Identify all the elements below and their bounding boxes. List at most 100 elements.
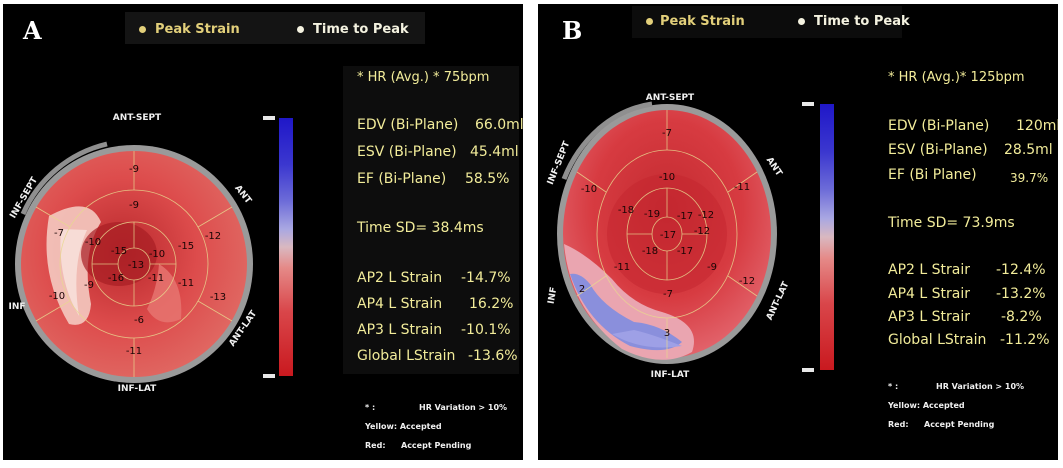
ap3-strain-value: -10.1% [461, 322, 511, 338]
global-strain-value: -11.2% [1000, 332, 1050, 348]
segment-value: -19 [644, 209, 660, 220]
segment-value: -11 [614, 262, 630, 273]
dark-region [81, 222, 157, 286]
ef-label: EF (Bi Plane) [888, 167, 977, 183]
esv-value: 28.5ml [1004, 142, 1053, 158]
global-strain-label: Global LStrain [888, 332, 987, 348]
ap2-strain-label: AP2 L Strain [357, 270, 443, 286]
ap2-strain-label: AP2 L Strair [888, 262, 970, 278]
global-strain-value: -13.6% [468, 348, 518, 364]
segment-value: -10 [659, 172, 675, 183]
legend-time-to-peak: Time to Peak [313, 22, 409, 37]
segment-value: -12 [739, 276, 755, 287]
footnote-star: * : [365, 403, 376, 412]
footnote-hr-variation: HR Variation > 10% [419, 403, 508, 412]
ef-value: 39.7% [1010, 171, 1049, 185]
label-inf-lat: INF-LAT [118, 384, 157, 394]
ap4-strain-label: AP4 L Strain [357, 296, 443, 312]
peak-strain-dot-icon [139, 26, 146, 33]
segment-grid [35, 151, 233, 377]
segment-value: -18 [618, 205, 634, 216]
segment-value: -15 [111, 246, 127, 257]
segment-value: -10 [49, 291, 65, 302]
segment-value: 3 [664, 328, 670, 339]
esv-label: ESV (Bi-Plane) [888, 142, 988, 158]
segment-value: -13 [210, 292, 226, 303]
bullseye-rim-arc [561, 101, 653, 180]
label-ant-sept: ANT-SEPT [113, 113, 162, 123]
segment-value: -7 [663, 289, 673, 300]
edv-value: 66.0ml [475, 117, 523, 133]
colorbar-bottom-tick [802, 368, 814, 372]
esv-label: ESV (Bi-Plane) [357, 144, 457, 160]
footnote-red-value: Accept Pending [401, 441, 472, 450]
blue-region [570, 273, 682, 351]
footnote-yellow: Yellow: Accepted [365, 422, 442, 431]
heart-rate: * HR (Avg.)* 125bpm [888, 70, 1025, 85]
segment-value: -17 [677, 211, 693, 222]
time-to-peak-dot-icon [297, 26, 304, 33]
ef-label: EF (Bi-Plane) [357, 171, 447, 187]
ap2-strain-value: -14.7% [461, 270, 511, 286]
bullseye-plot: -9 -12 -13 -11 -10 -7 -9 -15 -11 -6 -9 -… [9, 113, 260, 394]
segment-value: -6 [134, 315, 144, 326]
legend-peak-strain: Peak Strain [660, 14, 745, 29]
segment-value: -17 [660, 230, 676, 241]
bullseye-plot: -7 -11 -12 3 2 -10 -10 -12 -9 -7 -11 -18… [546, 93, 792, 380]
pale-region-core [60, 229, 87, 316]
segment-value: -7 [54, 228, 64, 239]
colorbar-bottom-tick [263, 374, 275, 378]
segment-value: -9 [129, 200, 139, 211]
segment-value: -9 [707, 262, 717, 273]
footnote-red-label: Red: [888, 420, 909, 429]
time-to-peak-dot-icon [798, 18, 805, 25]
esv-value: 45.4ml [470, 144, 519, 160]
heart-rate: * HR (Avg.) * 75bpm [357, 70, 490, 85]
segment-value: -9 [129, 164, 139, 175]
colorbar-scale [820, 104, 834, 370]
ap4-strain-label: AP4 L Strair [888, 286, 970, 302]
global-strain-label: Global LStrain [357, 348, 456, 364]
segment-value: 2 [579, 284, 585, 295]
label-ant-lat: ANT-LAT [765, 280, 792, 322]
segment-value: -11 [148, 273, 164, 284]
segment-value: -15 [178, 241, 194, 252]
footnote-star: * : [888, 382, 899, 391]
ap3-strain-label: AP3 L Strair [888, 309, 970, 325]
panel-b: B Peak Strain Time to Peak [538, 4, 1058, 460]
legend-peak-strain: Peak Strain [155, 22, 240, 37]
segment-value: -16 [108, 273, 124, 284]
footnote-red-value: Accept Pending [924, 420, 995, 429]
footnote-yellow: Yellow: Accepted [888, 401, 965, 410]
segment-value: -11 [734, 182, 750, 193]
ef-value: 58.5% [465, 171, 510, 187]
legend: Peak Strain Time to Peak [125, 12, 425, 44]
segment-value: -11 [126, 346, 142, 357]
segment-value: -18 [642, 246, 658, 257]
label-inf: INF [9, 302, 26, 312]
segment-value: -17 [677, 246, 693, 257]
segment-value: -11 [178, 278, 194, 289]
segment-value: -9 [84, 280, 94, 291]
ap4-strain-value: 16.2% [469, 296, 514, 312]
edv-value: 120ml [1016, 118, 1058, 134]
time-sd: Time SD= 38.4ms [357, 220, 484, 236]
label-ant: ANT [764, 156, 784, 179]
legend-time-to-peak: Time to Peak [814, 14, 910, 29]
bullseye-rim-arc [20, 141, 108, 216]
peak-strain-dot-icon [646, 18, 653, 25]
time-sd: Time SD= 73.9ms [888, 215, 1015, 231]
legend: Peak Strain Time to Peak [632, 6, 910, 38]
segment-value: -12 [205, 231, 221, 242]
ap4-strain-value: -13.2% [996, 286, 1046, 302]
colorbar [263, 116, 293, 378]
segment-value: -10 [149, 249, 165, 260]
edv-label: EDV (Bi-Plane) [357, 117, 459, 133]
blue-region-lower [612, 330, 682, 348]
segment-value: -13 [128, 260, 144, 271]
colorbar-scale [279, 118, 293, 376]
colorbar-top-tick [263, 116, 275, 120]
segment-value: -12 [698, 210, 714, 221]
ap3-strain-value: -8.2% [1001, 309, 1042, 325]
panel-label: A [23, 16, 42, 45]
